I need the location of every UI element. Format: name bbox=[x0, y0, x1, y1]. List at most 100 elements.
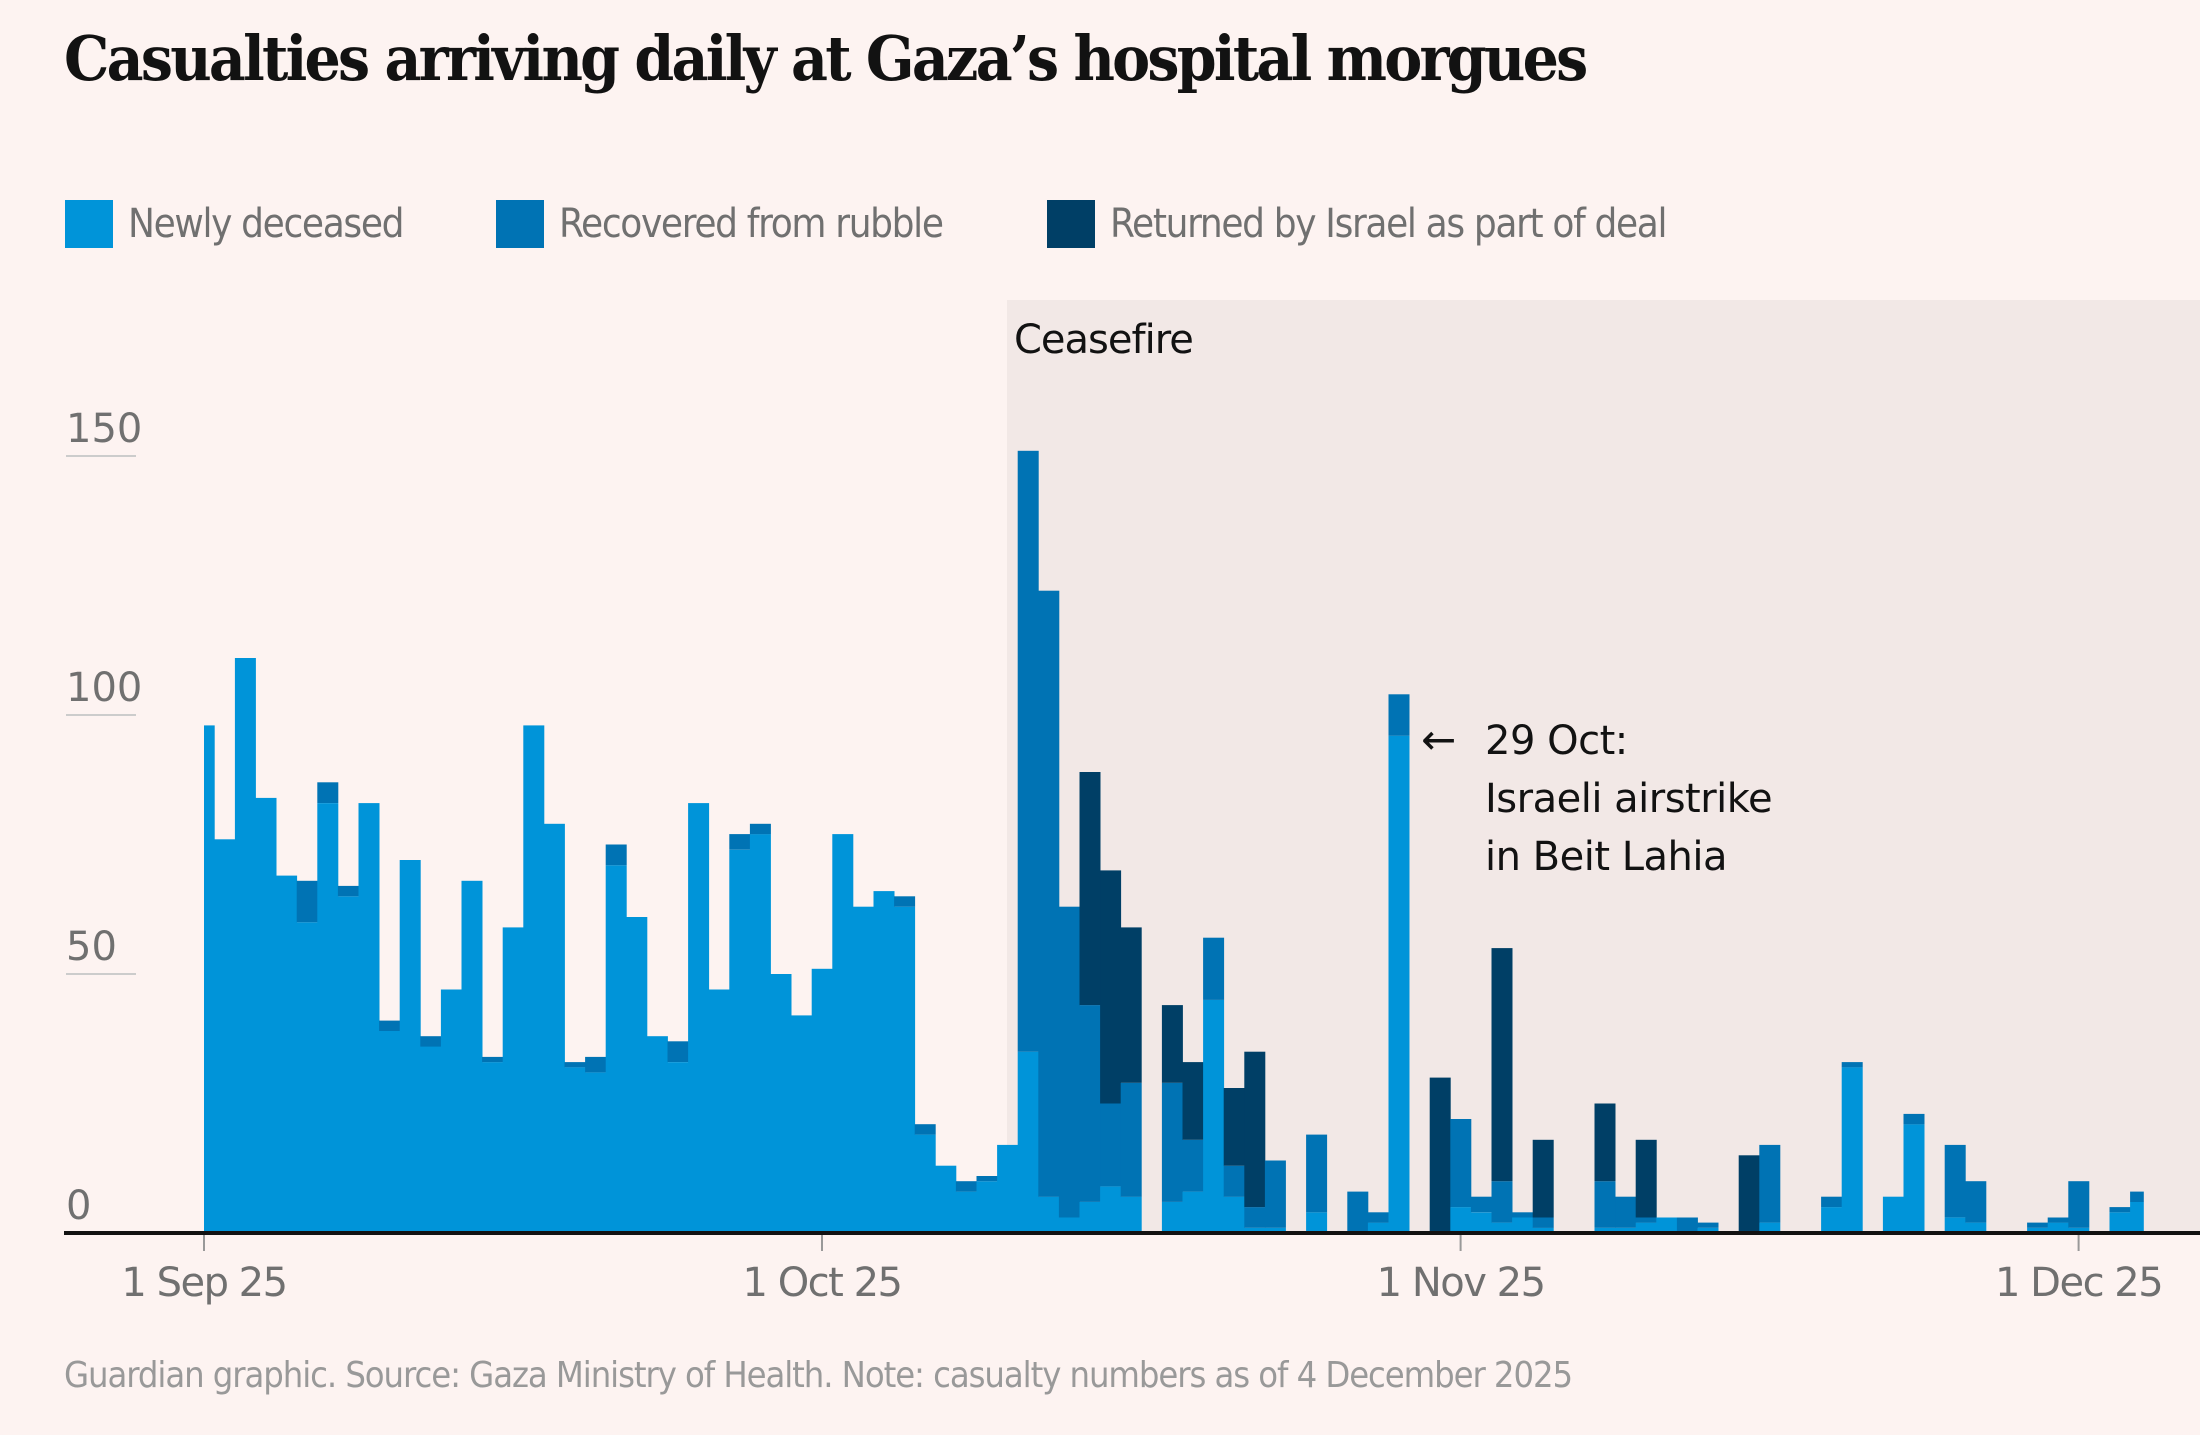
bar-segment-recovered_from_rubble bbox=[1512, 1212, 1534, 1218]
bar-segment-returned_by_israel bbox=[1491, 948, 1513, 1182]
legend-label-returned-by-israel: Returned by Israel as part of deal bbox=[1109, 201, 1668, 247]
bar-segment-newly_deceased bbox=[894, 906, 916, 1233]
bar-segment-recovered_from_rubble bbox=[2109, 1207, 2131, 1213]
bar-segment-recovered_from_rubble bbox=[1079, 1005, 1101, 1202]
bar-segment-recovered_from_rubble bbox=[1491, 1181, 1513, 1223]
bar-segment-newly_deceased bbox=[1264, 1227, 1286, 1233]
bar-segment-recovered_from_rubble bbox=[1903, 1113, 1925, 1125]
bar-segment-newly_deceased bbox=[358, 803, 380, 1233]
bar-segment-newly_deceased bbox=[276, 875, 298, 1233]
x-tick-label: 1 Sep 25 bbox=[121, 1260, 286, 1306]
bar-segment-newly_deceased bbox=[729, 849, 751, 1233]
bar-segment-recovered_from_rubble bbox=[955, 1181, 977, 1192]
x-tick-label: 1 Nov 25 bbox=[1377, 1260, 1545, 1306]
bar-segment-newly_deceased bbox=[1450, 1207, 1472, 1233]
bar-segment-recovered_from_rubble bbox=[1100, 1103, 1122, 1187]
y-tick-label: 0 bbox=[66, 1183, 91, 1229]
bar-segment-newly_deceased bbox=[255, 797, 277, 1233]
legend-label-newly-deceased: Newly deceased bbox=[128, 201, 404, 247]
callout-text-line: 29 Oct: bbox=[1485, 718, 1628, 764]
bar-segment-newly_deceased bbox=[1017, 1051, 1039, 1233]
bar-segment-newly_deceased bbox=[976, 1181, 998, 1233]
bar-segment-newly_deceased bbox=[1532, 1227, 1554, 1233]
bar-segment-newly_deceased bbox=[914, 1134, 936, 1233]
bar-segment-recovered_from_rubble bbox=[1120, 1082, 1142, 1197]
bar-segment-recovered_from_rubble bbox=[1450, 1119, 1472, 1208]
bar-segment-recovered_from_rubble bbox=[914, 1124, 936, 1135]
bar-segment-newly_deceased bbox=[791, 1015, 813, 1233]
bar-segment-newly_deceased bbox=[2047, 1222, 2069, 1233]
callout-arrow: ← bbox=[1421, 715, 1456, 764]
bar-segment-recovered_from_rubble bbox=[1759, 1144, 1781, 1223]
bar-segment-recovered_from_rubble bbox=[296, 880, 318, 923]
bar-segment-recovered_from_rubble bbox=[1470, 1196, 1492, 1213]
bar-segment-newly_deceased bbox=[605, 865, 627, 1233]
bar-segment-newly_deceased bbox=[317, 803, 339, 1233]
bar-segment-newly_deceased bbox=[1821, 1207, 1843, 1233]
bar-segment-newly_deceased bbox=[1100, 1186, 1122, 1233]
bar-segment-recovered_from_rubble bbox=[1161, 1082, 1183, 1202]
bar-segment-recovered_from_rubble bbox=[564, 1062, 586, 1068]
bar-segment-recovered_from_rubble bbox=[482, 1056, 504, 1063]
bar-segment-newly_deceased bbox=[1388, 735, 1410, 1233]
bar-segment-newly_deceased bbox=[1244, 1227, 1266, 1233]
bar-segment-recovered_from_rubble bbox=[1635, 1217, 1657, 1223]
bar-segment-newly_deceased bbox=[1120, 1196, 1142, 1233]
bar-segment-newly_deceased bbox=[1491, 1222, 1513, 1233]
bar-segment-returned_by_israel bbox=[1120, 927, 1142, 1083]
bar-segment-newly_deceased bbox=[1182, 1191, 1204, 1233]
bar-segment-newly_deceased bbox=[1656, 1217, 1678, 1233]
y-tick-label: 50 bbox=[66, 924, 117, 970]
bar-segment-newly_deceased bbox=[873, 891, 895, 1233]
bar-segment-newly_deceased bbox=[832, 834, 854, 1233]
bar-segment-newly_deceased bbox=[626, 917, 648, 1233]
source-note: Guardian graphic. Source: Gaza Ministry … bbox=[64, 1355, 1573, 1396]
bar-segment-recovered_from_rubble bbox=[976, 1176, 998, 1182]
bar-segment-newly_deceased bbox=[708, 989, 730, 1233]
bar-segment-newly_deceased bbox=[935, 1165, 957, 1233]
bar-segment-newly_deceased bbox=[523, 725, 545, 1233]
bar-segment-recovered_from_rubble bbox=[2130, 1191, 2144, 1202]
bar-segment-newly_deceased bbox=[2109, 1212, 2131, 1233]
bar-segment-recovered_from_rubble bbox=[1367, 1212, 1389, 1223]
bar-segment-recovered_from_rubble bbox=[894, 896, 916, 907]
bar-segment-newly_deceased bbox=[811, 968, 833, 1233]
bar-segment-newly_deceased bbox=[1203, 999, 1225, 1233]
bar-segment-newly_deceased bbox=[1594, 1227, 1616, 1233]
x-tick-label: 1 Dec 25 bbox=[1995, 1260, 2162, 1306]
bar-segment-newly_deceased bbox=[1367, 1222, 1389, 1233]
bars bbox=[204, 450, 2144, 1233]
callout-text-line: in Beit Lahia bbox=[1485, 834, 1727, 880]
bar-segment-newly_deceased bbox=[214, 839, 236, 1233]
bar-segment-newly_deceased bbox=[1903, 1124, 1925, 1233]
bar-segment-returned_by_israel bbox=[1100, 870, 1122, 1104]
bar-segment-newly_deceased bbox=[337, 896, 359, 1233]
bar-segment-recovered_from_rubble bbox=[1347, 1191, 1369, 1233]
bar-segment-recovered_from_rubble bbox=[1038, 590, 1060, 1197]
bar-segment-recovered_from_rubble bbox=[317, 782, 339, 803]
bar-segment-newly_deceased bbox=[1161, 1201, 1183, 1233]
ceasefire-label: Ceasefire bbox=[1014, 317, 1193, 363]
legend-item-returned-by-israel: Returned by Israel as part of deal bbox=[1046, 200, 1728, 248]
x-tick-label: 1 Oct 25 bbox=[743, 1260, 902, 1306]
bar-segment-newly_deceased bbox=[1470, 1212, 1492, 1233]
bar-segment-newly_deceased bbox=[667, 1062, 689, 1233]
legend-swatch-returned-by-israel bbox=[1046, 200, 1095, 248]
annotations: ← 29 Oct: Israeli airstrike in Beit Lahia bbox=[1421, 715, 1773, 880]
bar-segment-recovered_from_rubble bbox=[420, 1036, 442, 1047]
bar-segment-newly_deceased bbox=[997, 1144, 1019, 1233]
bar-segment-newly_deceased bbox=[1512, 1217, 1534, 1233]
bar-segment-recovered_from_rubble bbox=[729, 834, 751, 850]
bar-segment-newly_deceased bbox=[461, 880, 483, 1233]
bar-segment-returned_by_israel bbox=[1244, 1051, 1266, 1208]
legend-item-recovered-from-rubble: Recovered from rubble bbox=[495, 200, 985, 248]
bar-segment-recovered_from_rubble bbox=[1058, 906, 1080, 1218]
bar-segment-returned_by_israel bbox=[1079, 772, 1101, 1006]
bar-segment-recovered_from_rubble bbox=[1203, 937, 1225, 1000]
bar-segment-newly_deceased bbox=[1058, 1217, 1080, 1233]
bar-segment-newly_deceased bbox=[1223, 1196, 1245, 1233]
bar-segment-newly_deceased bbox=[955, 1191, 977, 1233]
bar-segment-recovered_from_rubble bbox=[1965, 1181, 1987, 1223]
bar-segment-recovered_from_rubble bbox=[1182, 1139, 1204, 1192]
legend: Newly deceased Recovered from rubble Ret… bbox=[65, 200, 1790, 248]
